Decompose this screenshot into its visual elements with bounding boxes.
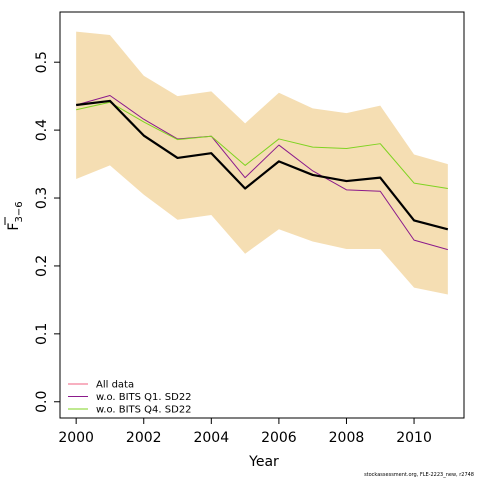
y-tick-label: 0.5 [34, 51, 50, 73]
x-tick-label: 2010 [396, 430, 432, 446]
x-tick-label: 2000 [58, 430, 94, 446]
y-tick-label: 0.0 [34, 391, 50, 413]
x-axis: 2000 2002 2004 2006 2008 2010 [58, 418, 432, 446]
x-tick-label: 2008 [329, 430, 365, 446]
x-tick-label: 2004 [193, 430, 229, 446]
y-axis: 0.0 0.1 0.2 0.3 0.4 0.5 [34, 51, 60, 413]
footer-credit: stockassessment.org, FLE-2223_new, r2748 [364, 472, 474, 478]
y-axis-label: F3−6 [4, 201, 25, 231]
series-line-w-o-bits-q1-sd22 [76, 94, 448, 251]
y-tick-label: 0.4 [34, 119, 50, 141]
y-axis-label-subscript: 3−6 [14, 201, 25, 222]
y-tick-label: 0.2 [34, 255, 50, 277]
svg-text:F3−6: F3−6 [6, 201, 25, 230]
y-axis-label-main: F [6, 223, 22, 231]
plot-frame [59, 11, 465, 419]
legend-label-w-o-bits-q4-sd22: w.o. BITS Q4. SD22 [96, 405, 192, 416]
series-layer [76, 94, 449, 251]
y-tick-label: 0.1 [34, 323, 50, 345]
series-line-all-data [76, 99, 449, 231]
legend-label-all-data: All data [96, 380, 134, 391]
legend-label-w-o-bits-q1-sd22: w.o. BITS Q1. SD22 [96, 392, 192, 403]
y-tick-label: 0.3 [34, 187, 50, 209]
confidence-band-layer [76, 31, 448, 295]
series-line-w-o-bits-q4-sd22 [76, 101, 448, 190]
confidence-band [76, 31, 448, 295]
x-axis-label: Year [248, 454, 279, 470]
x-tick-label: 2006 [261, 430, 297, 446]
x-tick-label: 2002 [126, 430, 162, 446]
